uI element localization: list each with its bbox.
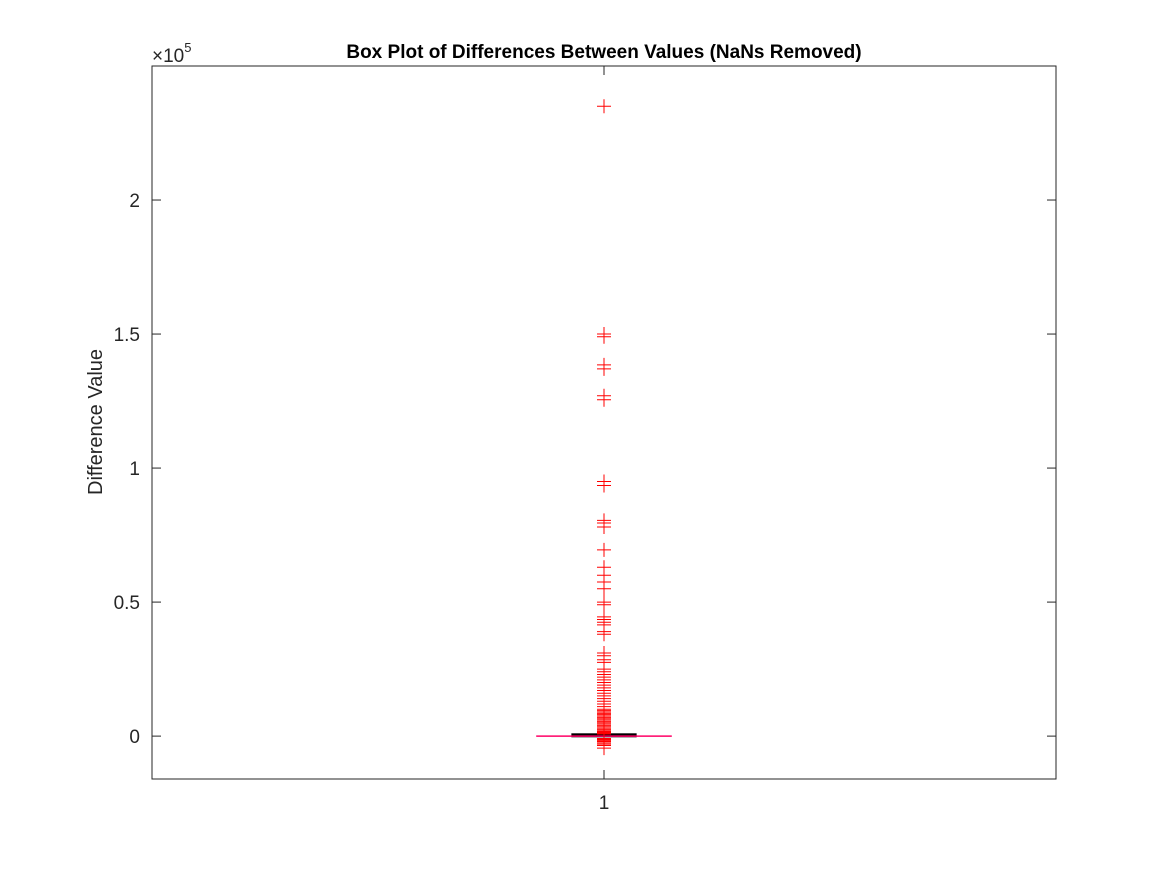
y-tick-label: 2 [129,191,140,212]
outlier-marker [597,627,611,642]
outlier-marker [597,597,611,612]
outlier-marker [597,581,611,596]
outlier-marker [597,741,611,756]
y-exponent-base: ×10 [152,46,184,67]
y-axis-label: Difference Value [85,349,107,495]
y-tick-label: 0 [129,727,140,748]
outlier-marker [597,392,611,407]
outlier-marker [597,99,611,114]
y-tick-label: 0.5 [114,593,140,614]
outlier-marker [597,361,611,376]
svg-text:×105: ×105 [152,40,191,67]
outlier-marker [597,329,611,344]
plot-area: 0 0.5 1 1.5 2 1 [114,65,1057,814]
outlier-marker [597,478,611,493]
chart-title: Box Plot of Differences Between Values (… [346,42,861,63]
y-tick-label: 1.5 [114,325,140,346]
outlier-marker [597,520,611,535]
x-tick-label: 1 [599,793,610,814]
y-tick-label: 1 [129,459,140,480]
outlier-marker [597,542,611,557]
y-exponent-label: ×105 [152,40,191,67]
y-exponent-power: 5 [184,40,191,55]
